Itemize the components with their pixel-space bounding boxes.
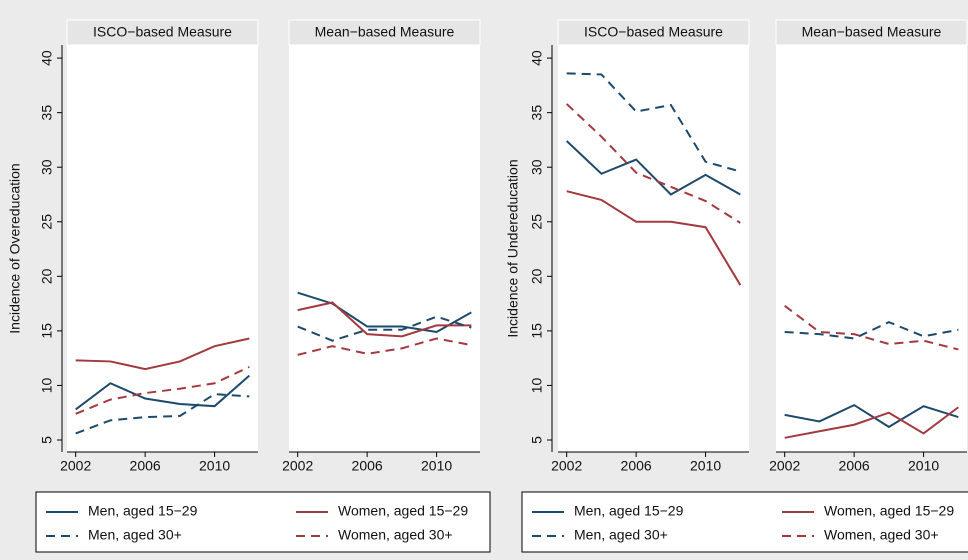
x-tick-label: 2010 xyxy=(421,458,452,474)
legend-label: Men, aged 30+ xyxy=(88,527,182,543)
series-line xyxy=(75,393,250,435)
y-tick-label: 10 xyxy=(39,377,55,393)
y-axis-label: Incidence of Undereducation xyxy=(505,159,521,337)
x-tick-label: 2010 xyxy=(908,458,939,474)
x-tick-label: 2010 xyxy=(690,458,721,474)
x-tick-label: 2002 xyxy=(551,458,582,474)
panel-header xyxy=(66,19,259,46)
series-line xyxy=(784,403,959,429)
y-tick-label: 25 xyxy=(529,214,545,230)
y-tick-label: 30 xyxy=(39,159,55,175)
panel-title: ISCO−based Measure xyxy=(584,24,723,40)
series-line xyxy=(784,406,959,439)
y-tick-label: 35 xyxy=(39,105,55,121)
legend-label: Women, aged 15−29 xyxy=(824,503,954,519)
y-tick-label: 10 xyxy=(529,377,545,393)
y-tick-label: 15 xyxy=(39,323,55,339)
panel-title: ISCO−based Measure xyxy=(93,24,232,40)
y-tick-label: 40 xyxy=(39,50,55,66)
x-tick-label: 2010 xyxy=(199,458,230,474)
series-line xyxy=(784,321,959,340)
x-tick-label: 2002 xyxy=(769,458,800,474)
y-tick-label: 35 xyxy=(529,105,545,121)
series-line xyxy=(75,337,250,371)
series-line xyxy=(75,365,250,415)
series-line xyxy=(565,140,741,196)
series-line xyxy=(566,190,742,286)
x-tick-label: 2002 xyxy=(60,458,91,474)
y-tick-label: 15 xyxy=(529,323,545,339)
legend-label: Women, aged 30+ xyxy=(824,527,939,543)
legend-label: Women, aged 30+ xyxy=(338,527,453,543)
x-tick-label: 2006 xyxy=(839,458,870,474)
y-tick-label: 5 xyxy=(39,436,55,444)
panel xyxy=(776,45,967,452)
series-line xyxy=(297,301,472,338)
y-tick-label: 25 xyxy=(39,214,55,230)
panel xyxy=(289,45,480,452)
x-tick-label: 2006 xyxy=(621,458,652,474)
legend-label: Men, aged 15−29 xyxy=(88,503,198,519)
x-tick-label: 2002 xyxy=(282,458,313,474)
legend-label: Men, aged 15−29 xyxy=(574,503,684,519)
x-tick-label: 2006 xyxy=(352,458,383,474)
panel-header xyxy=(775,19,968,46)
y-axis-label: Incidence of Overeducation xyxy=(7,163,23,333)
legend-label: Women, aged 15−29 xyxy=(338,503,468,519)
series-line xyxy=(784,304,959,351)
legend xyxy=(521,491,968,553)
panel-title: Mean−based Measure xyxy=(315,24,455,40)
panel xyxy=(558,45,749,452)
legend-label: Men, aged 30+ xyxy=(574,527,668,543)
panel-header xyxy=(288,19,481,46)
legend xyxy=(35,491,491,553)
series-line xyxy=(297,315,472,342)
y-tick-label: 5 xyxy=(529,436,545,444)
y-tick-label: 20 xyxy=(39,268,55,284)
y-tick-label: 30 xyxy=(529,159,545,175)
series-line xyxy=(297,291,472,334)
panel-title: Mean−based Measure xyxy=(802,24,942,40)
panel xyxy=(67,45,258,452)
panel-header xyxy=(557,19,750,46)
y-tick-label: 40 xyxy=(529,50,545,66)
y-tick-label: 20 xyxy=(529,268,545,284)
x-tick-label: 2006 xyxy=(130,458,161,474)
series-line xyxy=(75,374,250,411)
